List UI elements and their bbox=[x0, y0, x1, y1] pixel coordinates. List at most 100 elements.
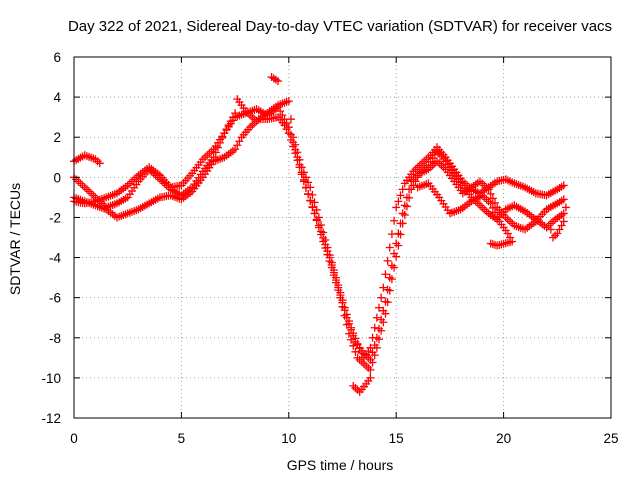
data-point bbox=[488, 194, 497, 203]
data-point bbox=[308, 202, 317, 211]
data-points bbox=[70, 73, 570, 396]
x-tick-label: 0 bbox=[70, 431, 78, 446]
data-point bbox=[125, 179, 134, 188]
data-point bbox=[366, 373, 375, 382]
data-point bbox=[413, 163, 422, 172]
data-point bbox=[484, 185, 493, 194]
data-point bbox=[205, 149, 214, 158]
grid-lines bbox=[74, 57, 611, 418]
data-point bbox=[415, 161, 424, 170]
data-point bbox=[329, 271, 338, 280]
series-trace-8 bbox=[546, 203, 570, 242]
data-point bbox=[80, 183, 89, 192]
series-trace-3 bbox=[70, 113, 568, 364]
data-point bbox=[553, 229, 562, 238]
data-point bbox=[312, 216, 321, 225]
y-axis-ticks: -12 -10 -8 -6 -4 -2 0 2 4 6 bbox=[41, 50, 611, 426]
data-point bbox=[424, 161, 433, 170]
data-point bbox=[405, 193, 414, 202]
data-point bbox=[407, 185, 416, 194]
data-point bbox=[359, 359, 368, 368]
data-point bbox=[417, 159, 426, 168]
data-point bbox=[383, 298, 392, 307]
data-point bbox=[248, 121, 257, 130]
data-point bbox=[390, 263, 399, 272]
chart-title: Day 322 of 2021, Sidereal Day-to-day VTE… bbox=[68, 18, 612, 35]
data-point bbox=[549, 233, 558, 242]
data-point bbox=[340, 311, 349, 320]
data-point bbox=[551, 231, 560, 240]
y-tick-label: -2 bbox=[49, 210, 61, 225]
data-point bbox=[400, 201, 409, 210]
data-point bbox=[559, 217, 568, 226]
data-point bbox=[559, 195, 568, 204]
data-point bbox=[491, 240, 500, 249]
data-point bbox=[336, 293, 345, 302]
data-point bbox=[274, 103, 283, 112]
data-point bbox=[491, 208, 500, 217]
x-tick-label: 15 bbox=[389, 431, 404, 446]
data-point bbox=[387, 261, 396, 270]
data-point bbox=[381, 309, 390, 318]
data-point bbox=[392, 239, 401, 248]
data-point bbox=[506, 217, 515, 226]
data-point bbox=[372, 343, 381, 352]
data-point bbox=[327, 263, 336, 272]
data-point bbox=[344, 329, 353, 338]
data-point bbox=[282, 119, 291, 128]
data-point bbox=[299, 175, 308, 184]
series-trace-1 bbox=[70, 151, 104, 168]
data-point bbox=[310, 198, 319, 207]
data-point bbox=[357, 357, 366, 366]
data-point bbox=[493, 241, 502, 250]
data-point bbox=[475, 201, 484, 210]
data-point bbox=[278, 111, 287, 120]
data-point bbox=[291, 145, 300, 154]
y-tick-label: -6 bbox=[49, 291, 61, 306]
data-point bbox=[435, 159, 444, 168]
data-point bbox=[546, 225, 555, 234]
data-point bbox=[398, 219, 407, 228]
data-point bbox=[132, 173, 141, 182]
y-tick-label: 2 bbox=[53, 130, 61, 145]
data-point bbox=[349, 341, 358, 350]
data-point bbox=[544, 221, 553, 230]
data-point bbox=[381, 270, 390, 279]
data-point bbox=[417, 167, 426, 176]
data-point bbox=[379, 318, 388, 327]
data-point bbox=[478, 203, 487, 212]
data-point bbox=[332, 278, 341, 287]
data-point bbox=[402, 202, 411, 211]
data-point bbox=[390, 216, 399, 225]
data-point bbox=[398, 209, 407, 218]
data-point bbox=[351, 383, 360, 392]
series-trace-7 bbox=[413, 179, 517, 250]
data-point bbox=[387, 275, 396, 284]
data-point bbox=[394, 197, 403, 206]
data-point bbox=[488, 240, 497, 249]
data-point bbox=[76, 179, 85, 188]
data-point bbox=[233, 141, 242, 150]
x-tick-label: 20 bbox=[496, 431, 511, 446]
data-point bbox=[396, 230, 405, 239]
data-point bbox=[370, 351, 379, 360]
data-point bbox=[325, 257, 334, 266]
data-point bbox=[396, 191, 405, 200]
data-point bbox=[394, 229, 403, 238]
data-point bbox=[280, 115, 289, 124]
series-trace-6 bbox=[267, 73, 283, 86]
data-point bbox=[319, 237, 328, 246]
data-point bbox=[203, 151, 212, 160]
data-point bbox=[383, 256, 392, 265]
data-point bbox=[231, 145, 240, 154]
data-point bbox=[559, 181, 568, 190]
data-point bbox=[375, 324, 384, 333]
data-point bbox=[486, 189, 495, 198]
series-trace-5 bbox=[349, 373, 375, 396]
series-trace-4 bbox=[70, 103, 568, 374]
data-point bbox=[207, 147, 216, 156]
data-point bbox=[310, 209, 319, 218]
data-point bbox=[493, 212, 502, 221]
data-point bbox=[334, 286, 343, 295]
